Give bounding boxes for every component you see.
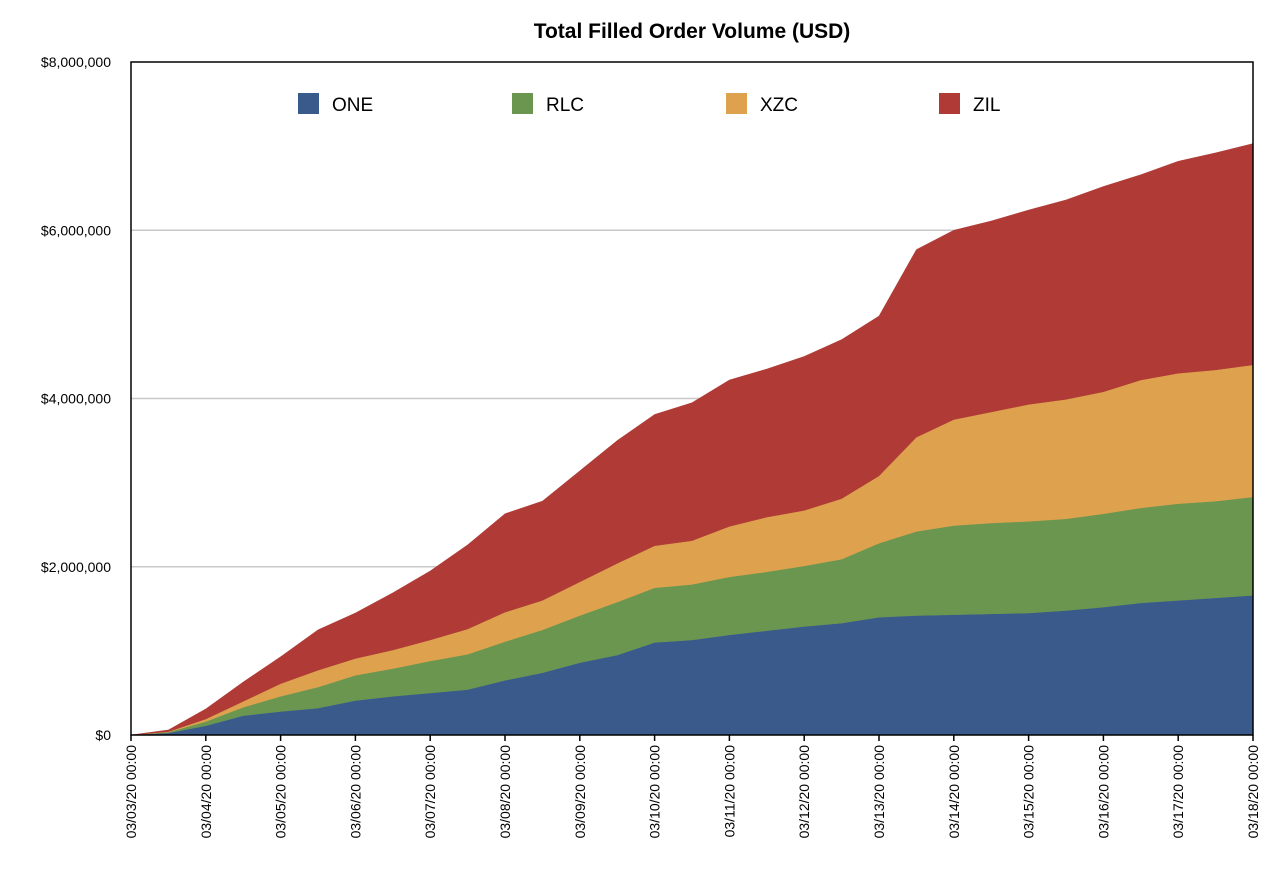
legend-label-xzc: XZC xyxy=(760,95,798,116)
x-tick-label-7: 03/10/20 00:00 xyxy=(647,745,663,839)
legend-swatch-zil xyxy=(939,93,960,114)
legend-swatch-rlc xyxy=(512,93,533,114)
x-tick-label-8: 03/11/20 00:00 xyxy=(721,745,737,838)
y-tick-label-2: $4,000,000 xyxy=(41,391,111,407)
x-tick-label-2: 03/05/20 00:00 xyxy=(273,745,289,839)
plot-frame xyxy=(130,61,1254,736)
y-axis-ticks: $0 $2,000,000 $4,000,000 $6,000,000 $8,000,0… xyxy=(41,54,111,743)
x-tick-label-5: 03/08/20 00:00 xyxy=(497,745,513,839)
legend-label-zil: ZIL xyxy=(973,95,1000,116)
legend-label-one: ONE xyxy=(332,95,373,116)
y-tick-label-1: $2,000,000 xyxy=(41,559,111,575)
legend: ONE RLC XZC ZIL xyxy=(298,93,1000,116)
x-tick-label-4: 03/07/20 00:00 xyxy=(422,745,438,839)
y-tick-label-4: $8,000,000 xyxy=(41,54,111,70)
x-tick-label-3: 03/06/20 00:00 xyxy=(347,745,363,839)
y-tick-label-0: $0 xyxy=(95,727,111,743)
x-tick-label-0: 03/03/20 00:00 xyxy=(123,745,139,839)
x-tick-label-9: 03/12/20 00:00 xyxy=(796,745,812,839)
legend-swatch-one xyxy=(298,93,319,114)
legend-label-rlc: RLC xyxy=(546,95,584,116)
y-tick-label-3: $6,000,000 xyxy=(41,222,111,238)
x-tick-label-10: 03/13/20 00:00 xyxy=(871,745,887,839)
x-tick-label-15: 03/18/20 00:00 xyxy=(1245,745,1261,839)
legend-swatch-xzc xyxy=(726,93,747,114)
x-tick-label-6: 03/09/20 00:00 xyxy=(572,745,588,839)
chart-title: Total Filled Order Volume (USD) xyxy=(534,20,851,43)
x-tick-label-13: 03/16/20 00:00 xyxy=(1095,745,1111,839)
x-tick-label-11: 03/14/20 00:00 xyxy=(946,745,962,839)
x-tick-label-1: 03/04/20 00:00 xyxy=(198,745,214,839)
series-areas xyxy=(130,143,1254,736)
x-tick-label-14: 03/17/20 00:00 xyxy=(1170,745,1186,839)
x-axis-ticks: 03/03/20 00:00 03/04/20 00:00 03/05/20 00:… xyxy=(123,735,1261,838)
x-tick-label-12: 03/15/20 00:00 xyxy=(1021,745,1037,839)
